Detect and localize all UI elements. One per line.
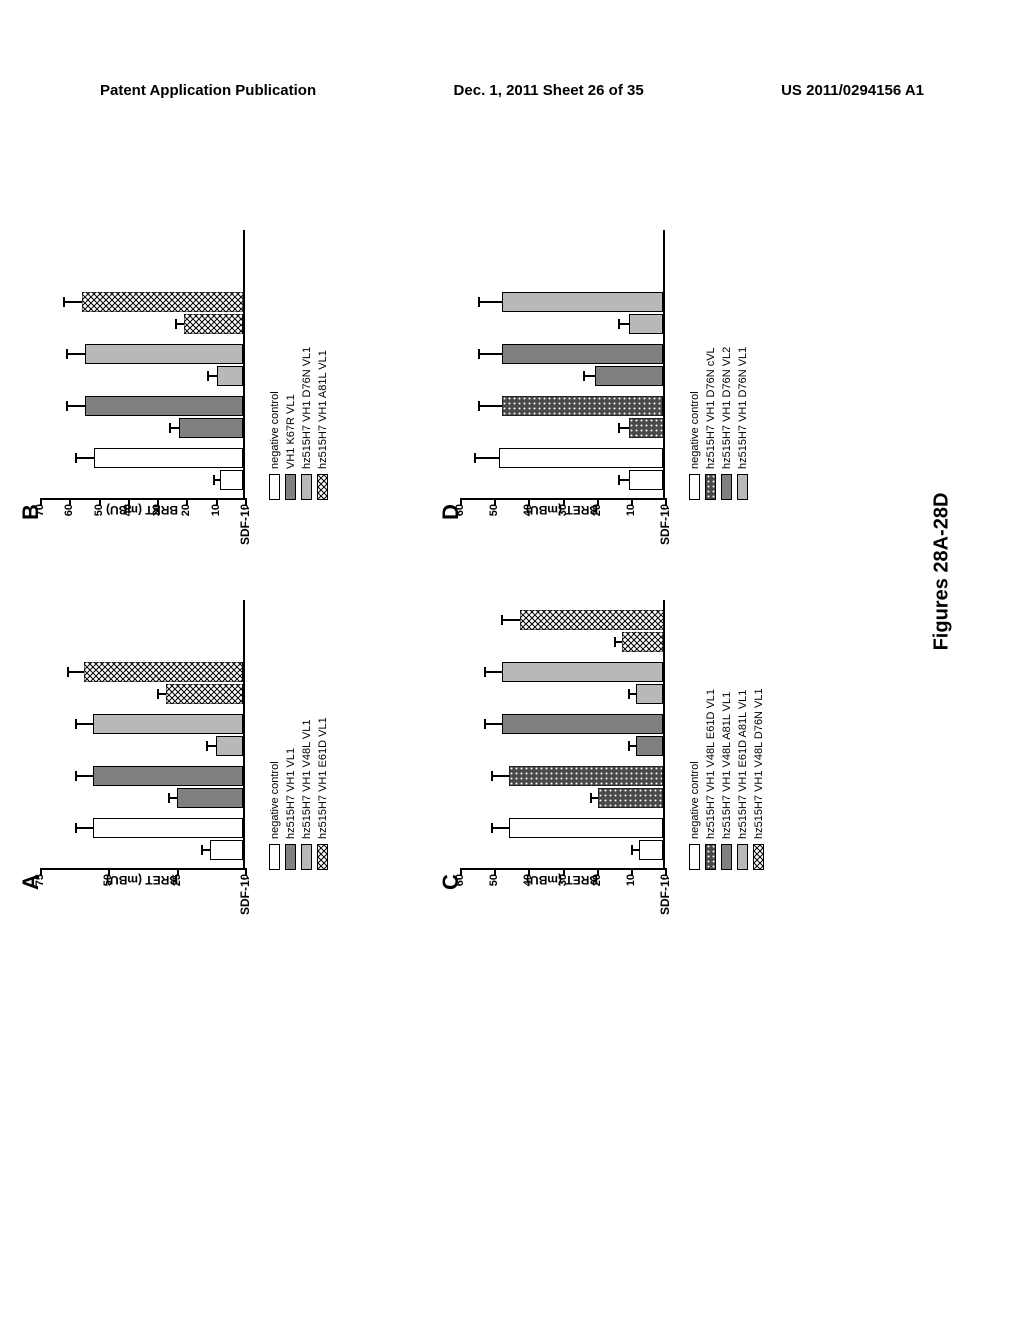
legend-label: hz515H7 VH1 V48L D76N VL1 <box>753 688 765 839</box>
legend-swatch <box>269 844 280 870</box>
legend-item: hz515H7 VH1 V48L A81L VL1 <box>720 688 733 870</box>
sdf-label: SDF-1: <box>238 876 252 915</box>
panel-A: A-+-+-+-+0255075BRET (mBU)SDF-1:negative… <box>10 585 400 925</box>
legend-label: hz515H7 VH1 D76N VL1 <box>737 347 749 469</box>
sdf-label: SDF-1: <box>658 876 672 915</box>
legend-swatch <box>705 844 716 870</box>
legend-label: negative control <box>689 761 701 839</box>
legend: negative control VH1 K67R VL1 hz515H7 VH1 … <box>268 347 332 500</box>
figure-panels: A-+-+-+-+0255075BRET (mBU)SDF-1:negative… <box>10 215 830 925</box>
legend-item: hz515H7 VH1 D76N VL2 <box>720 347 733 500</box>
legend-item: hz515H7 VH1 E61D A81L VL1 <box>736 688 749 870</box>
legend-label: hz515H7 VH1 V48L A81L VL1 <box>721 692 733 839</box>
figure-caption: Figures 28A-28D <box>931 60 954 1084</box>
legend-label: negative control <box>269 391 281 469</box>
ytick-label: 50 <box>488 504 500 528</box>
legend-label: hz515H7 VH1 E61D A81L VL1 <box>737 690 749 839</box>
legend-swatch <box>301 474 312 500</box>
ytick-label: 10 <box>625 504 637 528</box>
legend-item: hz515H7 VH1 VL1 <box>284 717 297 870</box>
legend-label: hz515H7 VH1 V48L E61D VL1 <box>705 689 717 839</box>
legend-label: hz515H7 VH1 D76N cVL <box>705 347 717 469</box>
legend-item: negative control <box>688 688 701 870</box>
legend-label: hz515H7 VH1 D76N VL2 <box>721 347 733 469</box>
legend-label: hz515H7 VH1 E61D VL1 <box>317 717 329 839</box>
legend-swatch <box>737 844 748 870</box>
legend-swatch <box>269 474 280 500</box>
ytick-label: 60 <box>454 504 466 528</box>
legend-item: negative control <box>268 347 281 500</box>
bar-chart: 0102030405060BRET (mBU) <box>460 600 665 870</box>
legend-swatch <box>689 844 700 870</box>
legend: negative control hz515H7 VH1 D76N cVL hz51… <box>688 347 752 500</box>
legend-swatch <box>721 844 732 870</box>
legend-label: hz515H7 VH1 D76N VL1 <box>301 347 313 469</box>
legend-label: VH1 K67R VL1 <box>285 394 297 469</box>
legend-item: hz515H7 VH1 V48L D76N VL1 <box>752 688 765 870</box>
legend: negative control hz515H7 VH1 V48L E61D VL… <box>688 688 768 870</box>
legend-item: negative control <box>268 717 281 870</box>
bar-chart: 0255075BRET (mBU) <box>40 600 245 870</box>
ytick-label: 75 <box>34 874 46 898</box>
sdf-label: SDF-1: <box>238 506 252 545</box>
ytick-label: 20 <box>180 504 192 528</box>
legend-item: negative control <box>688 347 701 500</box>
panel-D: D-+-+-+-+0102030405060BRET (mBU)SDF-1:ne… <box>430 215 820 555</box>
bar-chart: 010203040506070BRET (mBU) <box>40 230 245 500</box>
legend-swatch <box>317 844 328 870</box>
ytick-label: 10 <box>210 504 222 528</box>
legend-label: hz515H7 VH1 VL1 <box>285 748 297 839</box>
legend-item: hz515H7 VH1 E61D VL1 <box>316 717 329 870</box>
header-center: Dec. 1, 2011 Sheet 26 of 35 <box>454 82 644 99</box>
header-right: US 2011/0294156 A1 <box>781 82 924 99</box>
legend-item: hz515H7 VH1 V48L E61D VL1 <box>704 688 717 870</box>
y-axis-label: BRET (mBU) <box>526 503 598 517</box>
legend-swatch <box>705 474 716 500</box>
ytick-label: 50 <box>488 874 500 898</box>
sdf-label: SDF-1: <box>658 506 672 545</box>
legend: negative control hz515H7 VH1 VL1 hz515H7 V… <box>268 717 332 870</box>
panel-B: B-+-+-+-+010203040506070BRET (mBU)SDF-1:… <box>10 215 400 555</box>
ytick-label: 50 <box>93 504 105 528</box>
legend-item: hz515H7 VH1 A81L VL1 <box>316 347 329 500</box>
header-left: Patent Application Publication <box>100 82 316 99</box>
y-axis-label: BRET (mBU) <box>106 873 178 887</box>
bar-chart: 0102030405060BRET (mBU) <box>460 230 665 500</box>
legend-item: hz515H7 VH1 V48L VL1 <box>300 717 313 870</box>
legend-swatch <box>317 474 328 500</box>
legend-label: hz515H7 VH1 V48L VL1 <box>301 720 313 839</box>
legend-label: hz515H7 VH1 A81L VL1 <box>317 350 329 469</box>
y-axis-label: BRET (mBU) <box>526 873 598 887</box>
ytick-label: 60 <box>454 874 466 898</box>
ytick-label: 60 <box>63 504 75 528</box>
ytick-label: 10 <box>625 874 637 898</box>
legend-label: negative control <box>689 391 701 469</box>
legend-swatch <box>721 474 732 500</box>
legend-item: hz515H7 VH1 D76N VL1 <box>300 347 313 500</box>
legend-item: hz515H7 VH1 D76N VL1 <box>736 347 749 500</box>
y-axis-label: BRET (mBU) <box>106 503 178 517</box>
legend-swatch <box>737 474 748 500</box>
legend-swatch <box>285 844 296 870</box>
legend-swatch <box>285 474 296 500</box>
legend-label: negative control <box>269 761 281 839</box>
legend-swatch <box>689 474 700 500</box>
legend-item: hz515H7 VH1 D76N cVL <box>704 347 717 500</box>
legend-swatch <box>753 844 764 870</box>
panel-C: C-+-+-+-+-+0102030405060BRET (mBU)SDF-1:… <box>430 585 820 925</box>
page-header: Patent Application Publication Dec. 1, 2… <box>0 82 1024 99</box>
ytick-label: 70 <box>34 504 46 528</box>
legend-item: VH1 K67R VL1 <box>284 347 297 500</box>
legend-swatch <box>301 844 312 870</box>
